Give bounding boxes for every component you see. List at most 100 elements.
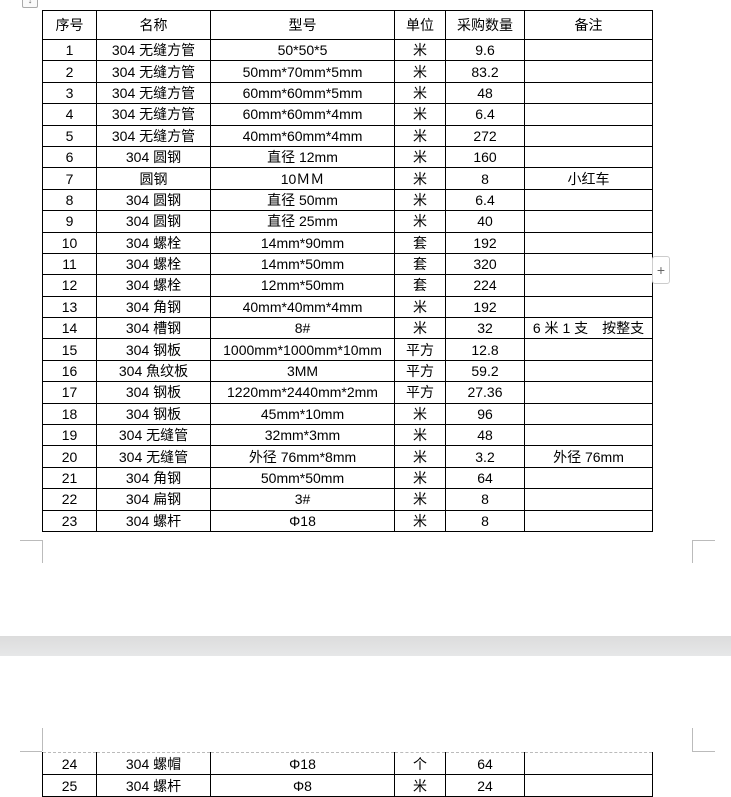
- cell-index[interactable]: 10: [42, 231, 97, 254]
- cell-model[interactable]: 50mm*50mm: [210, 466, 395, 490]
- cell-remark[interactable]: [524, 381, 653, 404]
- cell-model[interactable]: Φ18: [210, 509, 395, 532]
- cell-quantity[interactable]: 8: [445, 167, 525, 190]
- cell-index[interactable]: 12: [42, 274, 97, 297]
- cell-quantity[interactable]: 192: [445, 295, 525, 319]
- cell-index[interactable]: 24: [42, 752, 97, 775]
- cell-index[interactable]: 16: [42, 359, 97, 383]
- cell-remark[interactable]: [524, 145, 653, 169]
- cell-model[interactable]: 50*50*5: [210, 38, 395, 62]
- cell-unit[interactable]: 米: [394, 488, 446, 511]
- cell-index[interactable]: 9: [42, 210, 97, 233]
- cell-name[interactable]: 304 无缝管: [96, 445, 211, 468]
- cell-remark[interactable]: [524, 252, 653, 276]
- cell-quantity[interactable]: 8: [445, 488, 525, 511]
- cell-index[interactable]: 6: [42, 145, 97, 169]
- cell-quantity[interactable]: 8: [445, 509, 525, 532]
- cell-quantity[interactable]: 3.2: [445, 445, 525, 468]
- cell-name[interactable]: 304 螺栓: [96, 231, 211, 254]
- cell-index[interactable]: 17: [42, 381, 97, 404]
- cell-name[interactable]: 304 螺杆: [96, 774, 211, 797]
- header-index[interactable]: 序号: [42, 10, 97, 40]
- cell-model[interactable]: 直径 50mm: [210, 188, 395, 212]
- table-move-anchor-icon[interactable]: ↕: [22, 0, 38, 8]
- header-unit[interactable]: 单位: [394, 10, 446, 40]
- cell-quantity[interactable]: 48: [445, 424, 525, 447]
- cell-name[interactable]: 304 扁钢: [96, 488, 211, 511]
- cell-model[interactable]: 40mm*40mm*4mm: [210, 295, 395, 319]
- cell-remark[interactable]: [524, 210, 653, 233]
- cell-unit[interactable]: 平方: [394, 359, 446, 383]
- cell-model[interactable]: 45mm*10mm: [210, 402, 395, 426]
- cell-model[interactable]: 3#: [210, 488, 395, 511]
- cell-index[interactable]: 19: [42, 424, 97, 447]
- cell-name[interactable]: 304 无缝方管: [96, 103, 211, 126]
- header-name[interactable]: 名称: [96, 10, 211, 40]
- cell-name[interactable]: 304 钢板: [96, 338, 211, 361]
- cell-unit[interactable]: 米: [394, 295, 446, 319]
- cell-model[interactable]: 50mm*70mm*5mm: [210, 60, 395, 83]
- cell-quantity[interactable]: 320: [445, 252, 525, 276]
- cell-name[interactable]: 304 槽钢: [96, 317, 211, 340]
- cell-name[interactable]: 304 螺栓: [96, 274, 211, 297]
- cell-quantity[interactable]: 27.36: [445, 381, 525, 404]
- cell-model[interactable]: 外径 76mm*8mm: [210, 445, 395, 468]
- cell-unit[interactable]: 米: [394, 774, 446, 797]
- cell-remark[interactable]: [524, 359, 653, 383]
- cell-model[interactable]: 60mm*60mm*5mm: [210, 81, 395, 105]
- cell-index[interactable]: 5: [42, 124, 97, 147]
- cell-model[interactable]: 12mm*50mm: [210, 274, 395, 297]
- cell-quantity[interactable]: 59.2: [445, 359, 525, 383]
- header-remark[interactable]: 备注: [524, 10, 653, 40]
- cell-name[interactable]: 304 无缝方管: [96, 60, 211, 83]
- cell-index[interactable]: 20: [42, 445, 97, 468]
- cell-model[interactable]: 1220mm*2440mm*2mm: [210, 381, 395, 404]
- cell-quantity[interactable]: 272: [445, 124, 525, 147]
- cell-unit[interactable]: 米: [394, 167, 446, 190]
- cell-quantity[interactable]: 9.6: [445, 38, 525, 62]
- cell-quantity[interactable]: 192: [445, 231, 525, 254]
- cell-unit[interactable]: 米: [394, 424, 446, 447]
- cell-model[interactable]: 10ＭＭ: [210, 167, 395, 190]
- cell-name[interactable]: 304 钢板: [96, 402, 211, 426]
- cell-remark[interactable]: [524, 402, 653, 426]
- cell-index[interactable]: 22: [42, 488, 97, 511]
- cell-quantity[interactable]: 48: [445, 81, 525, 105]
- cell-remark[interactable]: [524, 231, 653, 254]
- cell-unit[interactable]: 米: [394, 60, 446, 83]
- cell-unit[interactable]: 套: [394, 231, 446, 254]
- cell-name[interactable]: 304 圆钢: [96, 188, 211, 212]
- cell-unit[interactable]: 米: [394, 145, 446, 169]
- cell-model[interactable]: 32mm*3mm: [210, 424, 395, 447]
- cell-remark[interactable]: 外径 76mm: [524, 445, 653, 468]
- cell-model[interactable]: 8#: [210, 317, 395, 340]
- cell-remark[interactable]: [524, 752, 653, 775]
- cell-index[interactable]: 2: [42, 60, 97, 83]
- cell-name[interactable]: 304 螺杆: [96, 509, 211, 532]
- cell-name[interactable]: 304 螺帽: [96, 752, 211, 775]
- cell-remark[interactable]: 6 米 1 支 按整支: [524, 317, 653, 340]
- cell-index[interactable]: 23: [42, 509, 97, 532]
- cell-model[interactable]: Φ18: [210, 752, 395, 775]
- cell-quantity[interactable]: 6.4: [445, 188, 525, 212]
- cell-remark[interactable]: [524, 509, 653, 532]
- cell-quantity[interactable]: 32: [445, 317, 525, 340]
- cell-unit[interactable]: 个: [394, 752, 446, 775]
- cell-remark[interactable]: [524, 124, 653, 147]
- cell-unit[interactable]: 米: [394, 445, 446, 468]
- cell-quantity[interactable]: 6.4: [445, 103, 525, 126]
- cell-quantity[interactable]: 24: [445, 774, 525, 797]
- cell-quantity[interactable]: 96: [445, 402, 525, 426]
- cell-index[interactable]: 8: [42, 188, 97, 212]
- cell-index[interactable]: 1: [42, 38, 97, 62]
- cell-remark[interactable]: [524, 466, 653, 490]
- header-quantity[interactable]: 采购数量: [445, 10, 525, 40]
- cell-unit[interactable]: 平方: [394, 338, 446, 361]
- cell-index[interactable]: 7: [42, 167, 97, 190]
- cell-unit[interactable]: 米: [394, 81, 446, 105]
- cell-index[interactable]: 15: [42, 338, 97, 361]
- cell-remark[interactable]: [524, 274, 653, 297]
- cell-unit[interactable]: 米: [394, 38, 446, 62]
- cell-model[interactable]: 直径 12mm: [210, 145, 395, 169]
- cell-model[interactable]: 14mm*50mm: [210, 252, 395, 276]
